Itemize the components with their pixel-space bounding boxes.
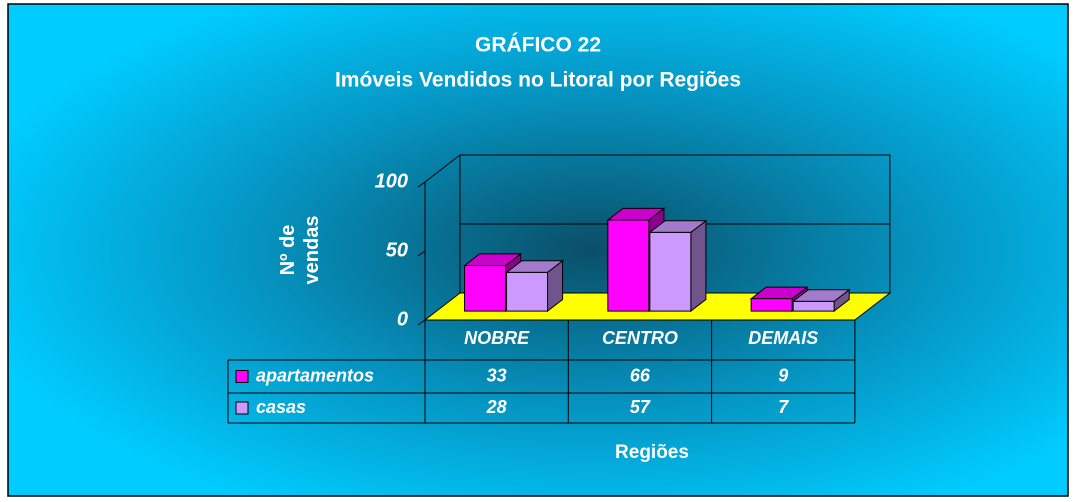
table-value: 57 bbox=[630, 397, 651, 417]
x-tick-label: DEMAIS bbox=[748, 328, 818, 348]
y-axis-title: Nº de vendas bbox=[277, 216, 323, 285]
legend-swatch bbox=[235, 370, 249, 383]
x-tick-label: CENTRO bbox=[602, 328, 678, 348]
x-tick-label: NOBRE bbox=[464, 328, 530, 348]
table-value: 28 bbox=[486, 397, 507, 417]
y-tick-label: 50 bbox=[386, 239, 408, 261]
table-value: 33 bbox=[487, 365, 507, 385]
bar bbox=[505, 259, 565, 313]
legend-swatch bbox=[235, 401, 249, 415]
y-tick bbox=[417, 181, 426, 188]
y-tick-label: 0 bbox=[397, 308, 408, 330]
table-value: 66 bbox=[630, 365, 651, 385]
bar-front bbox=[607, 219, 650, 312]
bar bbox=[791, 288, 851, 313]
bar-front bbox=[649, 231, 692, 312]
chart-title: GRÁFICO 22 bbox=[475, 34, 601, 57]
chart-subtitle: Imóveis Vendidos no Litoral por Regiões bbox=[335, 69, 741, 92]
legend-label: casas bbox=[256, 397, 306, 417]
x-axis-title: Regiões bbox=[615, 442, 689, 463]
y-tick bbox=[417, 319, 426, 326]
table-value: 7 bbox=[778, 397, 789, 417]
bar-front bbox=[506, 271, 549, 312]
table-value: 9 bbox=[778, 365, 788, 385]
y-tick-label: 100 bbox=[375, 170, 408, 192]
bar bbox=[648, 219, 708, 313]
y-tick bbox=[417, 250, 426, 257]
legend-label: apartamentos bbox=[256, 365, 374, 385]
bar-front bbox=[750, 298, 793, 312]
bar bbox=[463, 252, 523, 313]
bar-front bbox=[464, 265, 507, 312]
bar-front bbox=[792, 300, 835, 312]
chart-area bbox=[7, 3, 1069, 497]
bar-side bbox=[690, 219, 707, 313]
